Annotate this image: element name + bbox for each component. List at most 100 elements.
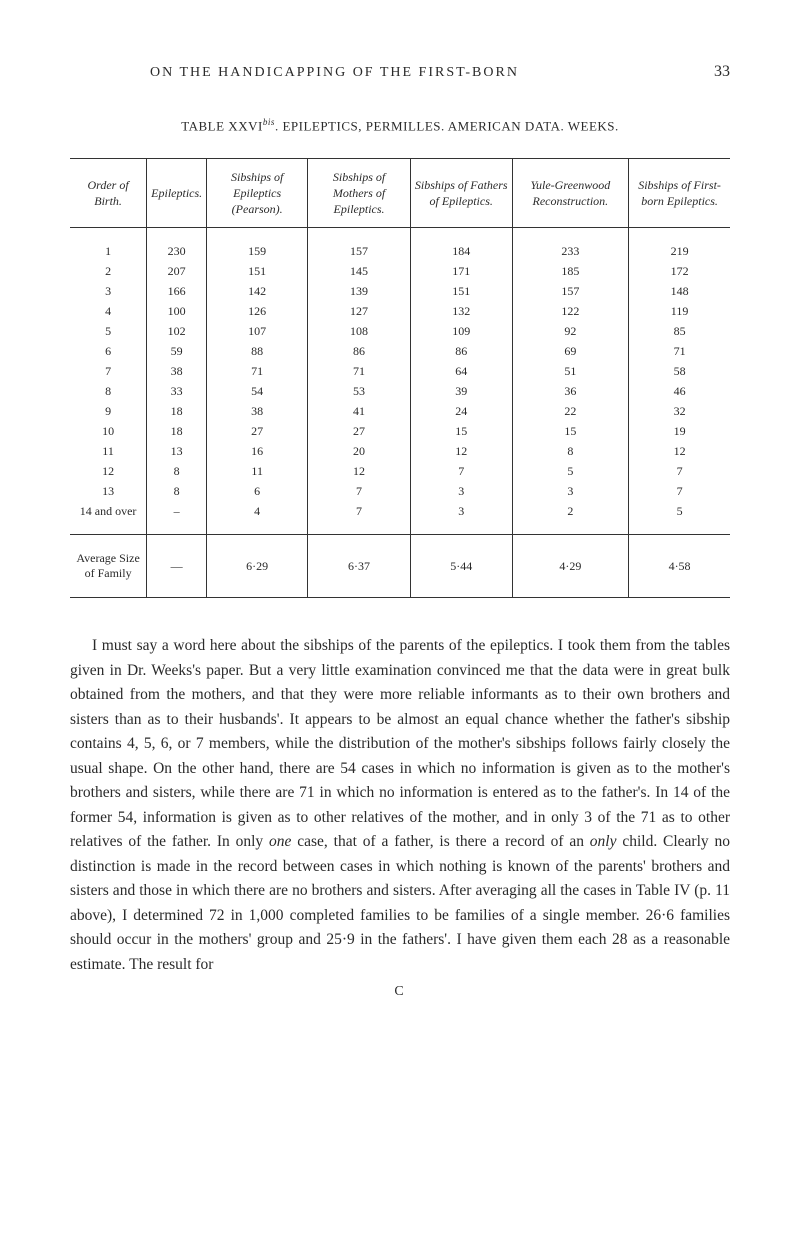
table-cell: 145 (308, 261, 411, 281)
table-cell: 4 (207, 501, 308, 535)
table-cell: 24 (410, 401, 512, 421)
table-cell: 88 (207, 341, 308, 361)
table-cell: 46 (629, 381, 730, 401)
footer-cell: 4·29 (512, 535, 629, 598)
table-cell: 5 (70, 321, 147, 341)
table-cell: 11 (70, 441, 147, 461)
caption-sup: bis (263, 117, 275, 127)
table-cell: 12 (70, 461, 147, 481)
table-cell: 92 (512, 321, 629, 341)
table-row: 10182727151519 (70, 421, 730, 441)
table-cell: 6 (207, 481, 308, 501)
table-cell: 14 and over (70, 501, 147, 535)
col-header: Epileptics. (147, 158, 207, 228)
footer-cell: 6·29 (207, 535, 308, 598)
footer-cell: Average Size of Family (70, 535, 147, 598)
table-cell: 1 (70, 228, 147, 262)
table-cell: 32 (629, 401, 730, 421)
table-cell: 33 (147, 381, 207, 401)
table-cell: 2 (70, 261, 147, 281)
table-cell: 3 (512, 481, 629, 501)
table-cell: 6 (70, 341, 147, 361)
table-cell: 64 (410, 361, 512, 381)
caption-prefix: TABLE XXVI (181, 118, 263, 133)
table-cell: 71 (629, 341, 730, 361)
page-header: ON THE HANDICAPPING OF THE FIRST-BORN 33 (70, 60, 730, 84)
table-cell: 7 (410, 461, 512, 481)
table-cell: 219 (629, 228, 730, 262)
table-cell: 12 (629, 441, 730, 461)
table-cell: 18 (147, 421, 207, 441)
table-row: 4100126127132122119 (70, 301, 730, 321)
table-cell: 15 (410, 421, 512, 441)
table-row: 6598886866971 (70, 341, 730, 361)
table-cell: 7 (308, 481, 411, 501)
table-cell: 139 (308, 281, 411, 301)
table-cell: 38 (207, 401, 308, 421)
table-cell: 157 (512, 281, 629, 301)
table-cell: 207 (147, 261, 207, 281)
table-cell: 151 (410, 281, 512, 301)
table-cell: 8 (70, 381, 147, 401)
table-cell: 230 (147, 228, 207, 262)
table-cell: 53 (308, 381, 411, 401)
table-body: 1230159157184233219220715114517118517231… (70, 228, 730, 535)
table-cell: 71 (308, 361, 411, 381)
table-cell: 7 (70, 361, 147, 381)
table-cell: 3 (70, 281, 147, 301)
table-row: 7387171645158 (70, 361, 730, 381)
table-row: 1281112757 (70, 461, 730, 481)
table-row: 1113162012812 (70, 441, 730, 461)
para-italic: one (269, 833, 291, 850)
table-cell: 233 (512, 228, 629, 262)
table-cell: 8 (147, 461, 207, 481)
table-row: 1230159157184233219 (70, 228, 730, 262)
table-row: 2207151145171185172 (70, 261, 730, 281)
table-cell: 172 (629, 261, 730, 281)
table-cell: 108 (308, 321, 411, 341)
col-header: Sibships of Epileptics (Pearson). (207, 158, 308, 228)
signature-mark: C (70, 981, 730, 1002)
table-cell: 2 (512, 501, 629, 535)
page-number: 33 (714, 60, 730, 84)
table-cell: 10 (70, 421, 147, 441)
table-header-row: Order of Birth. Epileptics. Sibships of … (70, 158, 730, 228)
footer-cell: 6·37 (308, 535, 411, 598)
body-paragraph: I must say a word here about the sibship… (70, 634, 730, 977)
col-header: Sibships of First-born Epileptics. (629, 158, 730, 228)
table-cell: 51 (512, 361, 629, 381)
table-cell: 102 (147, 321, 207, 341)
running-title: ON THE HANDICAPPING OF THE FIRST-BORN (150, 62, 519, 83)
table-cell: 8 (512, 441, 629, 461)
table-cell: 3 (410, 481, 512, 501)
table-cell: 18 (147, 401, 207, 421)
table-cell: 54 (207, 381, 308, 401)
para-text: case, that of a father, is there a recor… (291, 833, 589, 850)
table-cell: 71 (207, 361, 308, 381)
table-cell: 122 (512, 301, 629, 321)
table-row: 8335453393646 (70, 381, 730, 401)
table-caption: TABLE XXVIbis. EPILEPTICS, PERMILLES. AM… (70, 116, 730, 136)
data-table: Order of Birth. Epileptics. Sibships of … (70, 158, 730, 599)
caption-rest: . EPILEPTICS, PERMILLES. AMERICAN DATA. … (275, 118, 619, 133)
table-cell: 119 (629, 301, 730, 321)
table-cell: 109 (410, 321, 512, 341)
table-cell: 7 (629, 481, 730, 501)
col-header: Yule-Greenwood Reconstruction. (512, 158, 629, 228)
table-cell: 132 (410, 301, 512, 321)
table-cell: 12 (308, 461, 411, 481)
table-footer-row: Average Size of Family — 6·29 6·37 5·44 … (70, 535, 730, 598)
table-cell: 4 (70, 301, 147, 321)
table-cell: 69 (512, 341, 629, 361)
table-cell: 126 (207, 301, 308, 321)
table-cell: 27 (308, 421, 411, 441)
footer-cell: 4·58 (629, 535, 730, 598)
footer-cell: 5·44 (410, 535, 512, 598)
table-cell: 159 (207, 228, 308, 262)
footer-cell: — (147, 535, 207, 598)
table-cell: 27 (207, 421, 308, 441)
table-cell: 58 (629, 361, 730, 381)
table-cell: 7 (308, 501, 411, 535)
para-italic: only (590, 833, 617, 850)
col-header: Sibships of Fathers of Epileptics. (410, 158, 512, 228)
